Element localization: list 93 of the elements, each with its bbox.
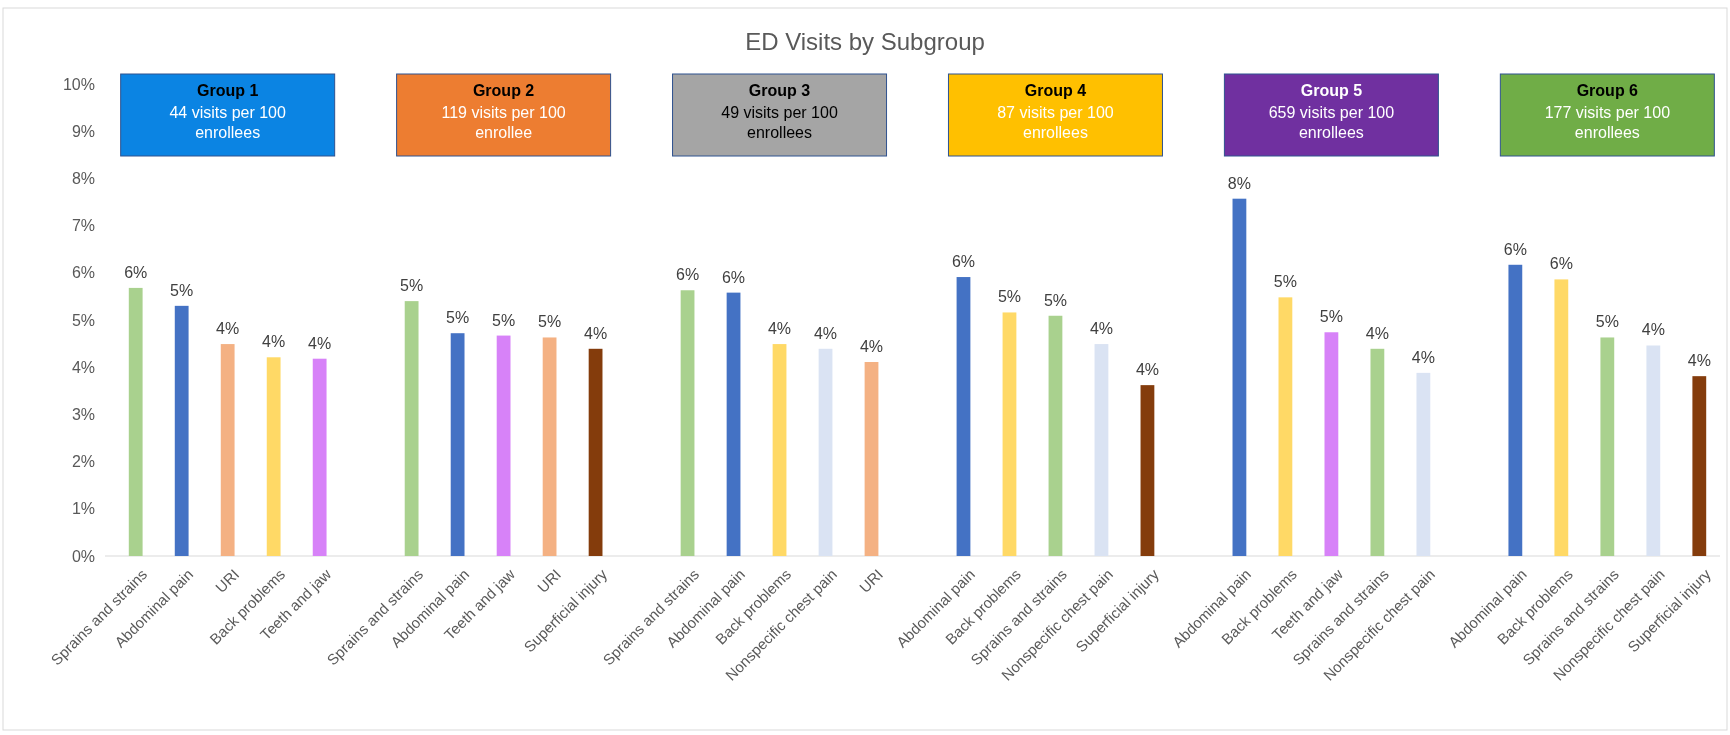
y-tick-label: 2%: [71, 453, 95, 471]
bar: [174, 305, 189, 556]
data-label: 4%: [308, 334, 332, 352]
data-label: 5%: [1273, 273, 1297, 291]
bar: [1370, 348, 1385, 556]
y-tick-label: 8%: [71, 170, 95, 188]
annotation: Group 5: [1300, 82, 1363, 99]
bar: [818, 348, 833, 556]
annotation: Group 1: [197, 82, 259, 99]
data-label: 5%: [997, 288, 1022, 306]
data-label: 6%: [721, 268, 746, 286]
bar: [1094, 344, 1109, 556]
data-label: 5%: [1043, 291, 1068, 309]
bar: [1416, 372, 1431, 556]
data-label: 4%: [1411, 348, 1435, 366]
data-label: 4%: [1687, 352, 1711, 370]
y-tick-label: 10%: [62, 75, 95, 93]
y-tick-label: 6%: [71, 264, 95, 282]
data-label: 6%: [951, 253, 976, 271]
data-label: 6%: [1549, 255, 1573, 273]
label-box: Group 6 177 visits per 100 enrollees: [1499, 73, 1715, 157]
bar: [450, 333, 465, 556]
bar: [496, 335, 511, 556]
data-label: 4%: [262, 333, 286, 351]
y-tick-label: 1%: [71, 500, 95, 518]
bar: [864, 362, 879, 556]
y-tick-label: 5%: [71, 311, 95, 329]
chart-title: ED Visits by Subgroup: [745, 28, 985, 55]
bar: [220, 344, 235, 556]
label-box: Group 3 49 visits per 100 enrollees: [672, 73, 888, 157]
data-label: 4%: [1641, 321, 1665, 339]
data-label: 6%: [124, 263, 148, 281]
annotation: 119 visits per 100 enrollee: [441, 104, 566, 141]
data-label: 6%: [675, 266, 700, 284]
bar: [726, 292, 741, 556]
data-label: 5%: [492, 311, 516, 329]
data-label: 4%: [859, 338, 884, 356]
bar: [1048, 315, 1063, 556]
label-box: Group 1 44 visits per 100 enrollees: [120, 73, 336, 157]
y-tick-label: 7%: [71, 217, 95, 235]
data-label: 5%: [400, 277, 424, 295]
bar: [1232, 198, 1247, 556]
bar: [1646, 345, 1661, 556]
bar: [404, 301, 419, 556]
label-box: Group 2 119 visits per 100 enrollee: [396, 73, 612, 157]
bar: [1600, 337, 1615, 556]
bar: [1140, 385, 1155, 556]
bar: [588, 348, 603, 556]
annotation: Group 2: [472, 82, 535, 99]
data-label: 8%: [1227, 174, 1251, 192]
bar: [956, 277, 971, 556]
bar: [312, 358, 327, 556]
y-tick-label: 0%: [71, 547, 95, 565]
data-label: 5%: [1595, 313, 1619, 331]
data-label: 5%: [1319, 308, 1343, 326]
data-label: 4%: [1135, 361, 1160, 379]
bar: [1324, 332, 1339, 556]
data-label: 4%: [813, 324, 838, 342]
annotation: Group 6: [1576, 82, 1639, 99]
y-tick-label: 9%: [71, 122, 95, 140]
annotation: 49 visits per 100 enrollees: [721, 104, 838, 141]
bar: [542, 337, 557, 556]
annotation: Group 4: [1024, 82, 1087, 99]
annotation: 659 visits per 100 enrollees: [1268, 104, 1395, 141]
x-tick-label: URI: [533, 565, 565, 596]
bar: [772, 344, 787, 556]
x-tick-label: URI: [211, 565, 243, 596]
bar: [1508, 264, 1523, 556]
x-tick-label: URI: [855, 565, 887, 596]
data-label: 4%: [1365, 324, 1389, 342]
y-tick-label: 3%: [71, 406, 95, 424]
y-tick-label: 4%: [71, 358, 95, 376]
data-label: 5%: [538, 313, 562, 331]
data-label: 6%: [1503, 240, 1527, 258]
bar: [1002, 312, 1017, 556]
data-label: 4%: [767, 320, 792, 338]
bar: [1554, 279, 1569, 556]
data-label: 4%: [584, 324, 608, 342]
data-label: 4%: [216, 320, 240, 338]
bar: [680, 290, 695, 556]
data-label: 5%: [170, 281, 194, 299]
annotation: Group 3: [748, 82, 811, 99]
bar: [266, 357, 281, 556]
bar: [128, 287, 143, 556]
bar: [1692, 376, 1707, 556]
annotation: 44 visits per 100 enrollees: [169, 104, 287, 141]
label-box: Group 5 659 visits per 100 enrollees: [1223, 73, 1439, 157]
label-box: Group 4 87 visits per 100 enrollees: [947, 73, 1163, 157]
bar: [1278, 297, 1293, 556]
data-label: 4%: [1089, 320, 1114, 338]
data-label: 5%: [446, 309, 470, 327]
annotation: 177 visits per 100 enrollees: [1544, 104, 1671, 141]
annotation: 87 visits per 100 enrollees: [997, 104, 1114, 141]
